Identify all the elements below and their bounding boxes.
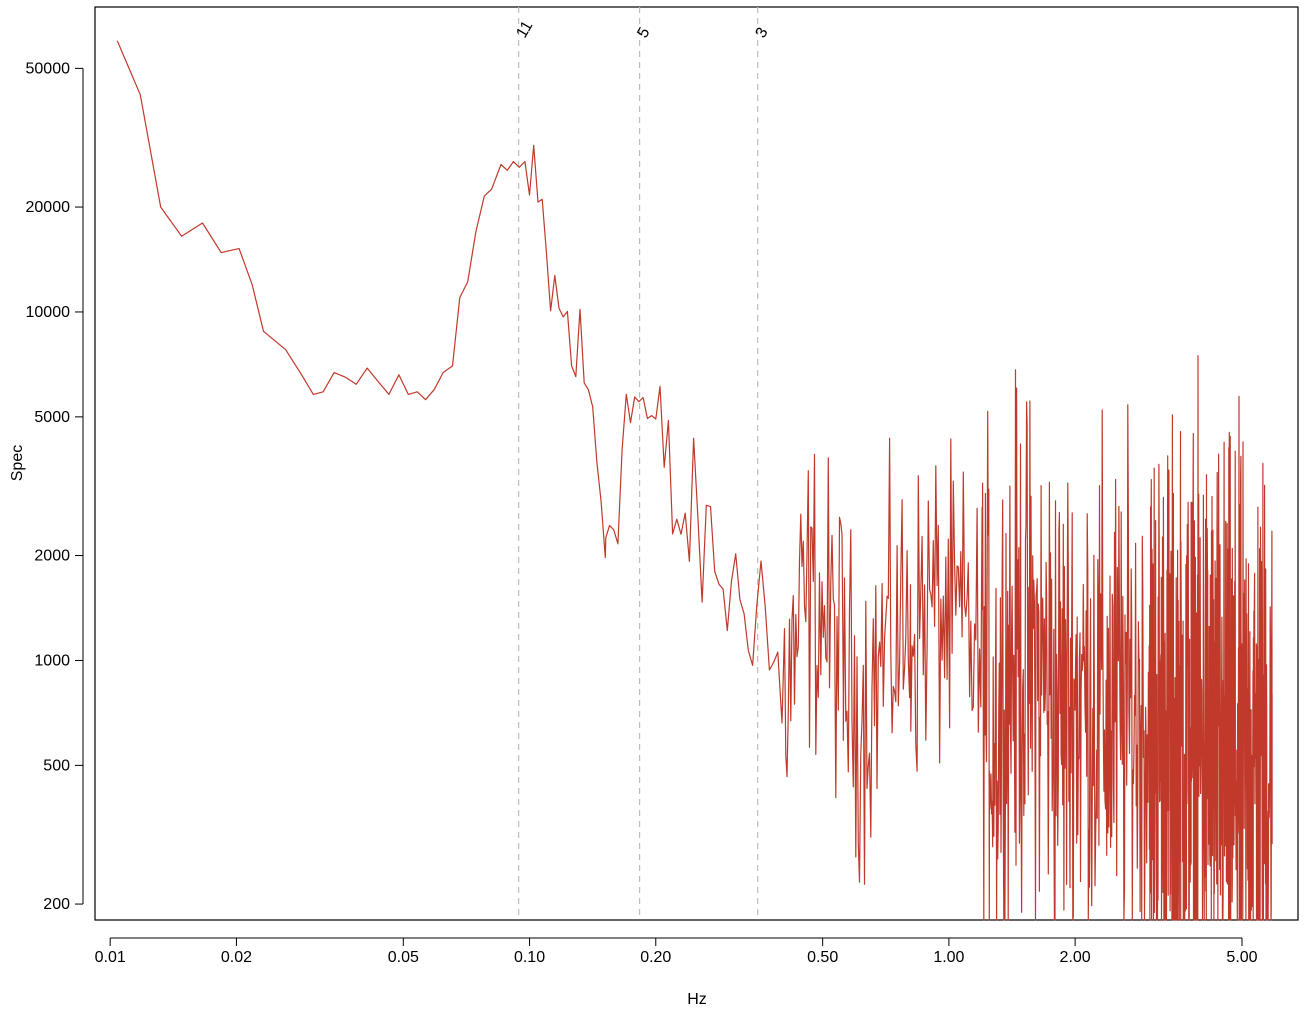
plot-frame xyxy=(94,6,1299,921)
series-layer xyxy=(116,40,1273,921)
reference-lines: 11 5 3 xyxy=(513,7,772,920)
x-axis-title: Hz xyxy=(687,991,707,1008)
x-axis: 0.01 0.02 0.05 0.10 0.20 0.50 1.00 2.00 5.00 xyxy=(95,937,1258,966)
y-tick-label: 20000 xyxy=(26,199,71,216)
y-tick-label: 500 xyxy=(43,757,70,774)
y-tick-label: 2000 xyxy=(34,548,70,565)
y-tick-label: 50000 xyxy=(26,60,71,77)
reference-line-label: 11 xyxy=(513,18,536,41)
y-tick-label: 5000 xyxy=(34,409,70,426)
y-tick-label: 200 xyxy=(43,896,70,913)
x-tick-label: 0.02 xyxy=(221,949,252,966)
reference-line-label: 5 xyxy=(634,25,653,41)
y-tick-label: 1000 xyxy=(34,652,70,669)
x-tick-label: 0.10 xyxy=(514,949,545,966)
spectrum-series-line xyxy=(116,40,1273,921)
y-axis-title: Spec xyxy=(9,445,26,481)
x-tick-label: 1.00 xyxy=(933,949,964,966)
x-tick-label: 2.00 xyxy=(1060,949,1091,966)
y-axis: 200 500 1000 2000 5000 10000 20000 50000 xyxy=(26,60,84,913)
y-tick-label: 10000 xyxy=(26,304,71,321)
reference-line-label: 3 xyxy=(752,25,771,41)
x-tick-label: 0.20 xyxy=(640,949,671,966)
x-tick-label: 0.05 xyxy=(388,949,419,966)
x-tick-label: 0.01 xyxy=(95,949,126,966)
x-tick-label: 0.50 xyxy=(807,949,838,966)
x-tick-label: 5.00 xyxy=(1226,949,1257,966)
